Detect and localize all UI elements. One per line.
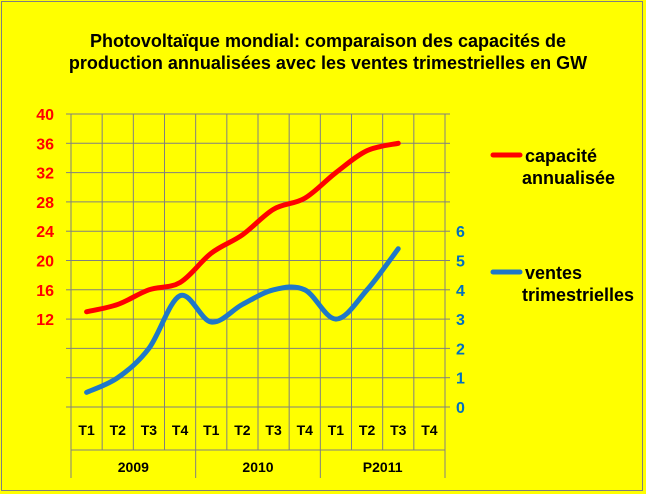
category-label: T1 <box>203 422 220 438</box>
left-axis-tick-label: 16 <box>36 283 54 300</box>
category-label: T4 <box>297 422 314 438</box>
group-label: 2010 <box>242 459 273 475</box>
right-axis-tick-label: 1 <box>456 371 465 388</box>
category-label: T1 <box>328 422 345 438</box>
category-label: T2 <box>234 422 251 438</box>
legend-label-ventes-1: ventes <box>525 263 582 283</box>
category-label: T2 <box>110 422 127 438</box>
series-line-1 <box>84 246 401 395</box>
category-label: T4 <box>421 422 438 438</box>
legend-label-capacite-1: capacité <box>525 146 597 166</box>
legend-label-capacite-2: annualisée <box>522 168 615 188</box>
left-axis-tick-label: 24 <box>36 224 54 241</box>
right-axis-tick-label: 2 <box>456 341 465 358</box>
right-axis-tick-label: 4 <box>456 283 465 300</box>
chart-title-line2: production annualisées avec les ventes t… <box>69 53 587 73</box>
left-axis-tick-label: 20 <box>36 254 54 271</box>
category-label: T3 <box>141 422 158 438</box>
left-axis-tick-label: 40 <box>36 107 54 124</box>
category-label: T2 <box>359 422 376 438</box>
legend: capacité annualisée ventes trimestrielle… <box>490 146 634 305</box>
left-axis-tick-label: 32 <box>36 166 54 183</box>
grid <box>71 114 445 407</box>
category-label: T3 <box>390 422 407 438</box>
left-axis-tick-label: 28 <box>36 195 54 212</box>
series <box>84 140 401 395</box>
series-line-0 <box>84 140 401 315</box>
chart-title-line1: Photovoltaïque mondial: comparaison des … <box>90 31 566 51</box>
group-label: P2011 <box>363 459 403 475</box>
group-label: 2009 <box>118 459 149 475</box>
right-axis-tick-label: 0 <box>456 400 465 417</box>
right-axis-tick-label: 5 <box>456 254 465 271</box>
category-label: T1 <box>78 422 95 438</box>
category-label: T4 <box>172 422 189 438</box>
category-label: T3 <box>265 422 282 438</box>
left-axis-tick-label: 36 <box>36 136 54 153</box>
right-axis-tick-label: 6 <box>456 224 465 241</box>
right-axis-tick-label: 3 <box>456 312 465 329</box>
legend-label-ventes-2: trimestrielles <box>522 285 634 305</box>
left-axis-tick-label: 12 <box>36 312 54 329</box>
axes <box>66 113 450 478</box>
